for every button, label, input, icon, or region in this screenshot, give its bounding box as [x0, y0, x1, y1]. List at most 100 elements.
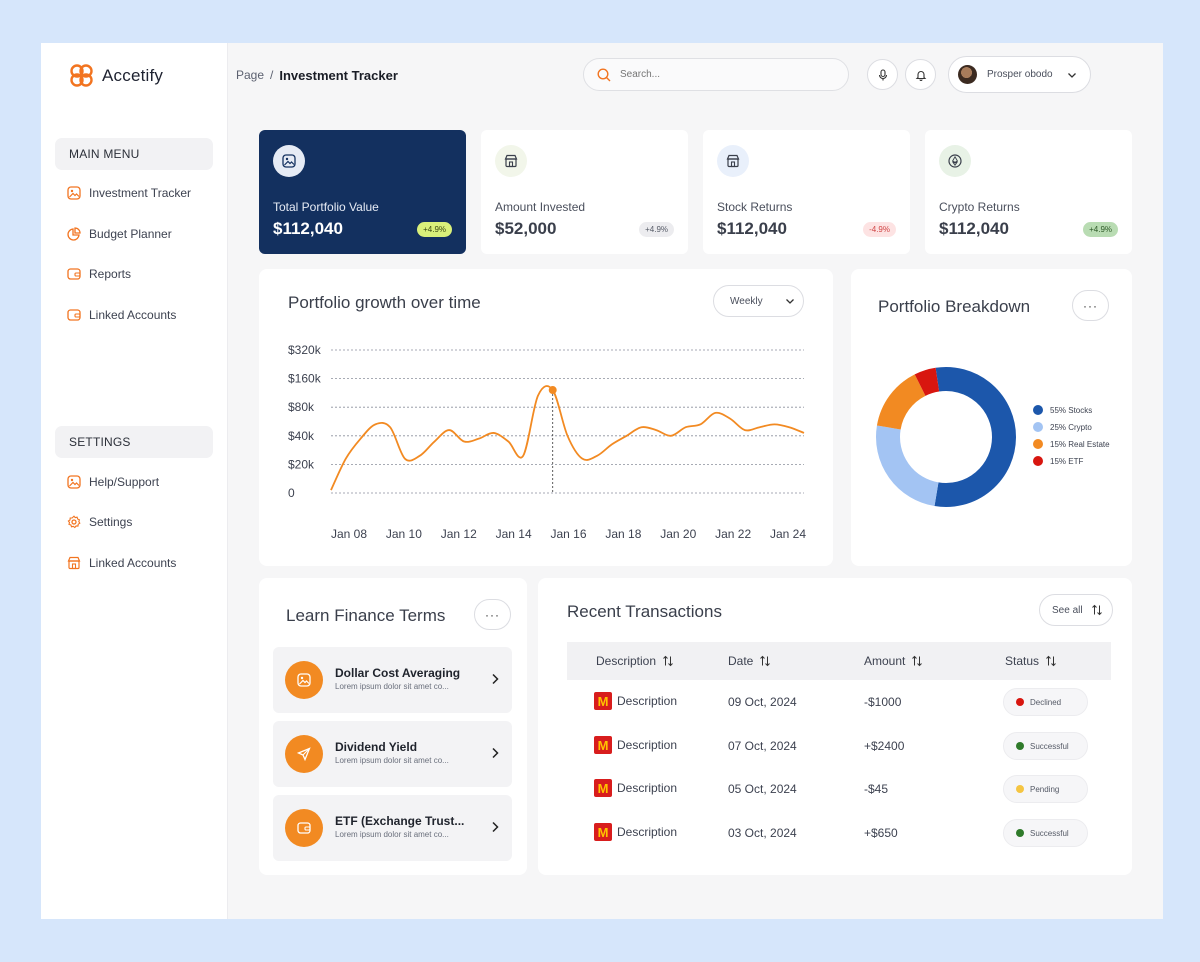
transactions-panel: Recent Transactions See all Description …: [538, 578, 1132, 875]
stat-card-stock-returns[interactable]: Stock Returns $112,040 -4.9%: [703, 130, 910, 254]
portfolio-breakdown-panel: Portfolio Breakdown ··· 55% Stocks 25% C…: [851, 269, 1132, 566]
donut-legend: 55% Stocks 25% Crypto 15% Real Estate 15…: [1033, 405, 1110, 473]
user-menu[interactable]: Prosper obodo: [948, 56, 1091, 93]
mcdonalds-logo-icon: M: [594, 692, 612, 710]
y-tick-label: $320k: [288, 343, 322, 357]
sidebar-item-label: Budget Planner: [89, 227, 172, 241]
sidebar-item-reports[interactable]: Reports: [67, 267, 131, 281]
amount-cell: -$1000: [864, 695, 902, 709]
logo[interactable]: Accetify: [69, 63, 163, 88]
more-options-button[interactable]: ···: [474, 599, 511, 630]
image-icon: [273, 145, 305, 177]
sidebar: Accetify MAIN MENU Investment Tracker Bu…: [41, 43, 228, 919]
stat-card-total-portfolio[interactable]: Total Portfolio Value $112,040 +4.9%: [259, 130, 466, 254]
term-subtitle: Lorem ipsum dolor sit amet co...: [335, 756, 449, 765]
table-row[interactable]: M Description 05 Oct, 2024 -$45 Pending: [567, 771, 1111, 811]
table-row[interactable]: M Description 03 Oct, 2024 +$650 Successf…: [567, 815, 1111, 855]
stat-badge: +4.9%: [639, 222, 674, 237]
sidebar-item-linked-accounts-2[interactable]: Linked Accounts: [67, 556, 176, 570]
stat-card-amount-invested[interactable]: Amount Invested $52,000 +4.9%: [481, 130, 688, 254]
period-select[interactable]: Weekly: [713, 285, 804, 317]
description-cell: M Description: [594, 823, 677, 841]
list-item[interactable]: Dollar Cost Averaging Lorem ipsum dolor …: [273, 647, 512, 713]
sidebar-item-label: Linked Accounts: [89, 308, 177, 322]
store-icon: [717, 145, 749, 177]
column-header-status[interactable]: Status: [1005, 654, 1057, 668]
stat-value: $52,000: [495, 219, 557, 238]
x-tick-label: Jan 22: [715, 527, 751, 541]
sidebar-item-label: Help/Support: [89, 475, 160, 489]
sort-icon: [912, 655, 923, 667]
legend-item: 15% ETF: [1033, 456, 1110, 466]
stat-badge: -4.9%: [863, 222, 896, 237]
description-text: Description: [617, 781, 678, 795]
series-line: [330, 385, 805, 491]
highlight-point[interactable]: [548, 386, 557, 395]
stat-value: $112,040: [273, 219, 343, 238]
donut-slice[interactable]: [914, 367, 940, 397]
x-tick-label: Jan 14: [496, 527, 532, 541]
sidebar-item-label: Linked Accounts: [89, 556, 177, 570]
period-value: Weekly: [730, 295, 763, 307]
sidebar-item-settings[interactable]: Settings: [67, 515, 132, 529]
legend-item: 15% Real Estate: [1033, 439, 1110, 449]
sidebar-item-linked-accounts[interactable]: Linked Accounts: [67, 308, 176, 322]
legend-dot: [1033, 422, 1043, 432]
date-cell: 09 Oct, 2024: [728, 695, 797, 709]
sort-icon: [760, 655, 771, 667]
column-label: Amount: [864, 654, 906, 668]
see-all-button[interactable]: See all: [1039, 594, 1113, 626]
search-input[interactable]: [620, 69, 820, 80]
date-cell: 07 Oct, 2024: [728, 739, 797, 753]
list-item[interactable]: Dividend Yield Lorem ipsum dolor sit ame…: [273, 721, 512, 787]
stat-label: Stock Returns: [717, 200, 793, 214]
store-icon: [67, 556, 81, 570]
list-item[interactable]: ETF (Exchange Trust... Lorem ipsum dolor…: [273, 795, 512, 861]
x-tick-label: Jan 18: [605, 527, 641, 541]
y-tick-label: $80k: [288, 400, 315, 414]
more-options-button[interactable]: ···: [1072, 290, 1109, 321]
y-tick-label: $160k: [288, 372, 322, 386]
sidebar-item-budget-planner[interactable]: Budget Planner: [67, 227, 172, 241]
breadcrumb-root[interactable]: Page: [236, 68, 265, 82]
table-row[interactable]: M Description 09 Oct, 2024 -$1000 Decline…: [567, 684, 1111, 724]
donut-slice[interactable]: [876, 374, 926, 431]
growth-chart[interactable]: 0 $20k $40k $80k $160k $320k Jan 08 Jan 10 Jan 1…: [259, 269, 833, 566]
user-name: Prosper obodo: [987, 69, 1053, 80]
search-icon: [597, 67, 611, 81]
status-text: Pending: [1030, 784, 1060, 794]
send-icon: [285, 735, 323, 773]
legend-item: 25% Crypto: [1033, 422, 1110, 432]
stat-card-crypto-returns[interactable]: Crypto Returns $112,040 +4.9%: [925, 130, 1132, 254]
sidebar-item-label: Investment Tracker: [89, 186, 192, 200]
sidebar-item-help-support[interactable]: Help/Support: [67, 475, 159, 489]
ellipsis-icon: ···: [1083, 298, 1098, 313]
column-header-amount[interactable]: Amount: [864, 654, 923, 668]
donut-slice[interactable]: [876, 425, 939, 507]
status-dot: [1016, 742, 1024, 750]
amount-cell: -$45: [864, 782, 889, 796]
chevron-down-icon: [785, 299, 794, 304]
table-row[interactable]: M Description 07 Oct, 2024 +$2400 Success…: [567, 728, 1111, 768]
description-cell: M Description: [594, 692, 677, 710]
microphone-button[interactable]: [867, 59, 898, 90]
breadcrumb-current: Investment Tracker: [279, 68, 398, 83]
term-subtitle: Lorem ipsum dolor sit amet co...: [335, 682, 449, 691]
donut-slice[interactable]: [934, 367, 1016, 507]
mcdonalds-logo-icon: M: [594, 779, 612, 797]
status-text: Successful: [1030, 741, 1069, 751]
status-badge: Pending: [1003, 775, 1088, 803]
sort-icon: [663, 655, 673, 667]
sidebar-item-investment-tracker[interactable]: Investment Tracker: [67, 186, 191, 200]
notifications-button[interactable]: [905, 59, 936, 90]
legend-label: 55% Stocks: [1050, 405, 1093, 415]
column-header-date[interactable]: Date: [728, 654, 771, 668]
search-bar[interactable]: [583, 58, 849, 91]
chevron-right-icon: [492, 747, 499, 759]
donut-chart[interactable]: [871, 362, 1021, 512]
portfolio-growth-panel: Portfolio growth over time Weekly 0 $20k $…: [259, 269, 833, 566]
app-name: Accetify: [102, 65, 164, 85]
x-tick-label: Jan 08: [331, 527, 367, 541]
avatar: [958, 65, 977, 84]
column-header-description[interactable]: Description: [596, 654, 674, 668]
